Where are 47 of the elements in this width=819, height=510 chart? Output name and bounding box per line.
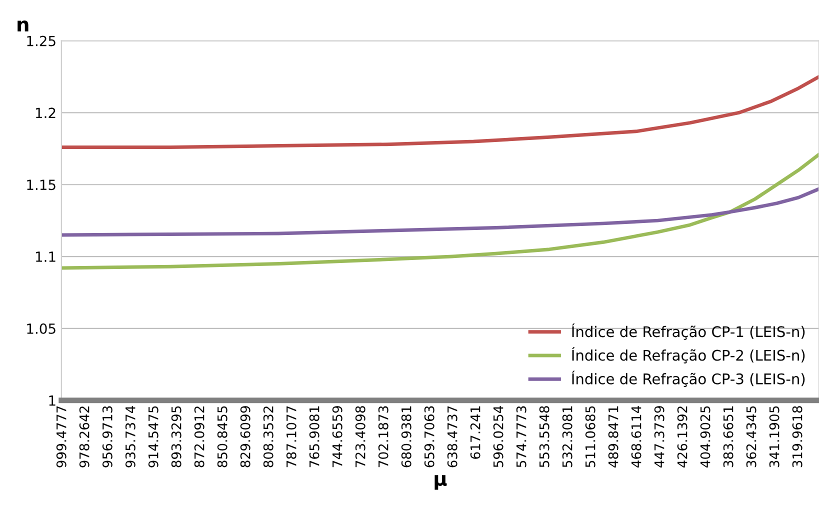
y-tick-label: 1.05 bbox=[27, 323, 56, 334]
y-axis-title: n bbox=[18, 20, 28, 32]
line-series bbox=[61, 187, 819, 237]
x-tick-label: 468.6114 bbox=[631, 406, 642, 468]
x-tick-label: 872.0912 bbox=[194, 406, 204, 468]
x-tick-label: 956.9713 bbox=[102, 406, 112, 468]
x-tick-label: 723.4098 bbox=[355, 406, 366, 468]
x-tick-label: 680.9381 bbox=[401, 406, 412, 468]
y-tick-label: 1.2 bbox=[36, 108, 56, 118]
x-tick-label: 638.4737 bbox=[447, 406, 458, 468]
x-tick-label: 702.1873 bbox=[378, 406, 388, 468]
line-series bbox=[61, 75, 819, 149]
x-tick-label: 362.4345 bbox=[746, 406, 756, 468]
x-tick-label: 574.7773 bbox=[516, 406, 526, 468]
x-tick-label: 617.241 bbox=[470, 406, 480, 459]
x-tick-label: 914.5475 bbox=[148, 406, 158, 468]
x-tick-label: 532.3081 bbox=[562, 406, 572, 468]
y-tick-label: 1.25 bbox=[27, 36, 56, 46]
x-tick-label: 659.7063 bbox=[424, 406, 434, 468]
x-axis-title: μ bbox=[434, 475, 447, 490]
x-tick-label: 341.1905 bbox=[769, 406, 780, 468]
x-tick-label: 893.3295 bbox=[171, 406, 182, 468]
x-tick-label: 447.3739 bbox=[654, 406, 664, 468]
legend-label: Índice de Refração CP-2 (LEIS-n) bbox=[572, 347, 805, 364]
x-tick-label: 765.9081 bbox=[309, 406, 320, 468]
x-tick-label: 978.2642 bbox=[79, 406, 90, 468]
x-tick-label: 489.8471 bbox=[608, 406, 618, 468]
y-tick-label: 1.15 bbox=[27, 180, 56, 190]
x-tick-label: 808.3532 bbox=[263, 406, 274, 468]
x-tick-label: 999.4777 bbox=[56, 406, 66, 468]
line-series bbox=[61, 152, 819, 270]
y-tick-label: 1.1 bbox=[36, 252, 56, 262]
y-tick-label: 1 bbox=[49, 396, 56, 406]
x-tick-label: 935.7374 bbox=[125, 406, 136, 468]
legend-label: Índice de Refração CP-1 (LEIS-n) bbox=[572, 324, 805, 340]
x-tick-label: 383.6651 bbox=[723, 406, 734, 468]
x-tick-label: 787.1077 bbox=[286, 406, 296, 468]
legend-label: Índice de Refração CP-3 (LEIS-n) bbox=[572, 370, 805, 388]
x-tick-label: 596.0254 bbox=[493, 406, 504, 468]
x-tick-label: 744.6559 bbox=[332, 406, 342, 468]
x-tick-label: 553.5548 bbox=[539, 406, 550, 468]
x-tick-label: 319.9618 bbox=[792, 406, 802, 468]
x-tick-label: 829.6099 bbox=[240, 406, 250, 468]
x-tick-label: 404.9025 bbox=[700, 406, 710, 468]
x-tick-label: 511.0685 bbox=[585, 406, 596, 468]
x-tick-label: 850.8455 bbox=[217, 406, 228, 468]
x-tick-label: 426.1392 bbox=[677, 406, 688, 468]
